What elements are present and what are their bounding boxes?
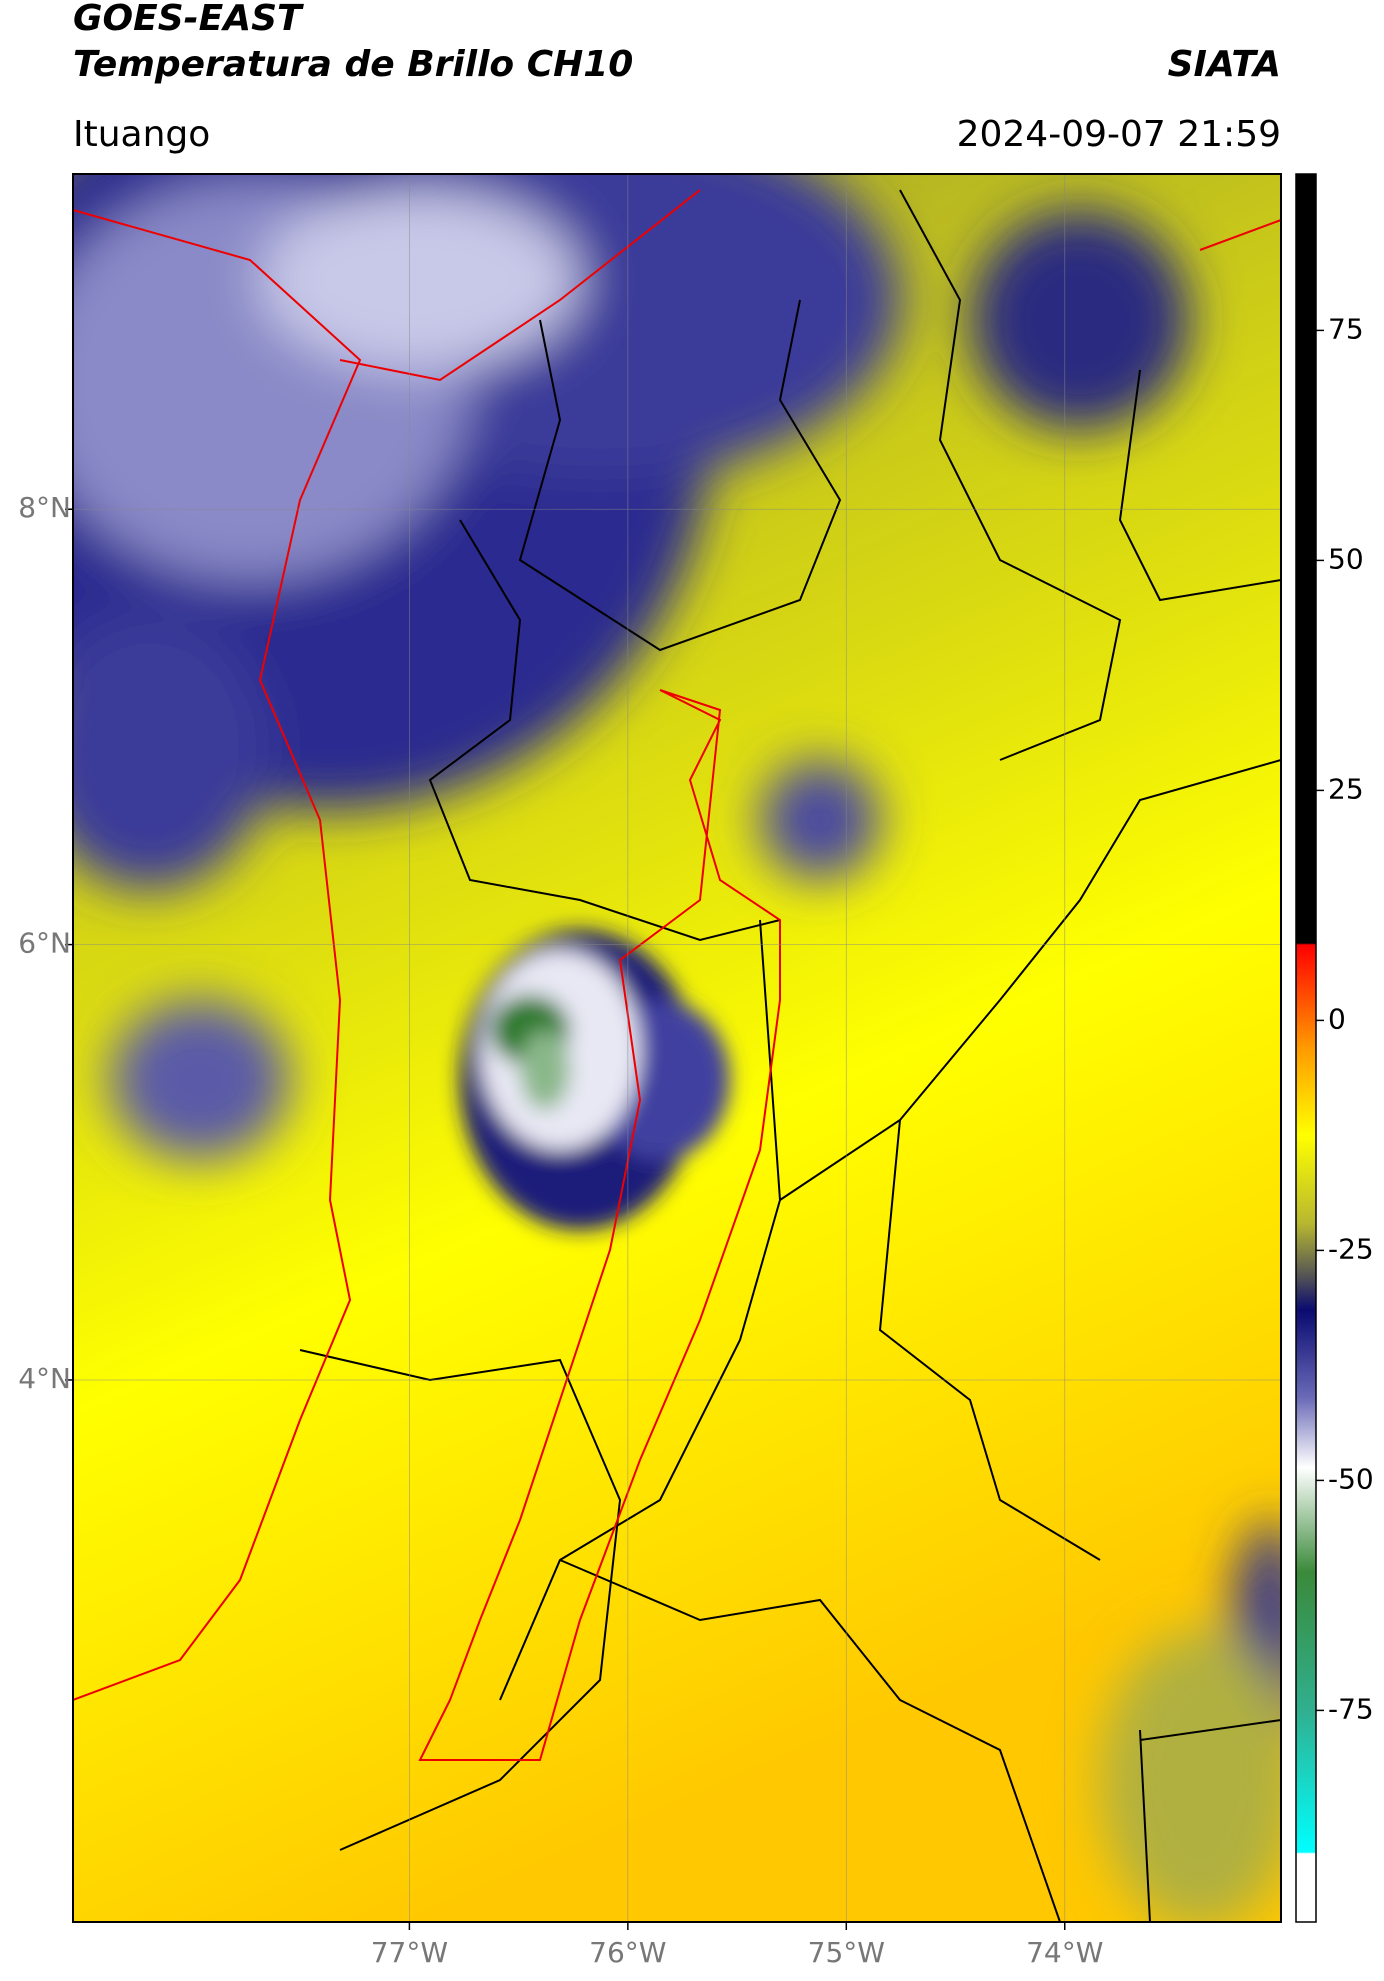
y-tick-label: 6°N (18, 927, 71, 960)
x-tick-label: 75°W (808, 1936, 885, 1969)
x-tick-label: 76°W (589, 1936, 666, 1969)
y-tick-label: 4°N (18, 1362, 71, 1395)
map-frame (72, 173, 1282, 1923)
x-tick-label: 74°W (1026, 1936, 1103, 1969)
satellite-image (73, 174, 1281, 1922)
location: Ituango (73, 114, 210, 155)
y-tick-label: 8°N (18, 491, 71, 524)
colorbar (1295, 173, 1317, 1923)
colorbar-tick-label: 0 (1328, 1002, 1346, 1035)
colorbar-tick-label: -25 (1328, 1232, 1374, 1265)
agency: SIATA (1168, 44, 1281, 85)
timestamp: 2024-09-07 21:59 (957, 114, 1281, 155)
subtitle: Temperatura de Brillo CH10 (73, 44, 633, 85)
title: GOES-EAST (73, 0, 304, 39)
x-tick-label: 77°W (371, 1936, 448, 1969)
colorbar-tick-label: -50 (1328, 1462, 1374, 1495)
colorbar-tick-label: 75 (1328, 312, 1364, 345)
colorbar-tick-label: -75 (1328, 1692, 1374, 1725)
colorbar-tick-label: 25 (1328, 772, 1364, 805)
colorbar-tick-label: 50 (1328, 542, 1364, 575)
